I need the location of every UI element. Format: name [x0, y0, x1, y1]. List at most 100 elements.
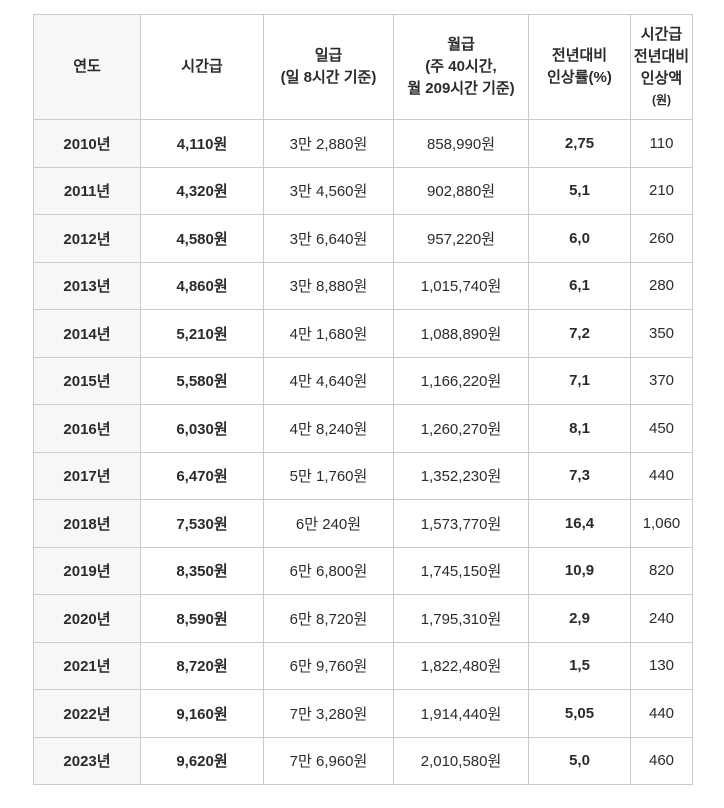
cell-increase-amount: 280 — [630, 261, 693, 310]
cell-hourly-wage: 6,030원 — [140, 404, 264, 453]
header-line: 일급 — [314, 47, 343, 64]
cell-daily-wage: 3만 4,560원 — [263, 166, 394, 215]
cell-daily-wage: 6만 6,800원 — [263, 546, 394, 595]
header-row: 연도 시간급 일급 (일 8시간 기준) 월급 (주 40시간, 월 209시간… — [33, 14, 693, 120]
cell-increase-rate: 1,5 — [528, 641, 631, 690]
cell-hourly-wage: 4,320원 — [140, 166, 264, 215]
cell-monthly-wage: 1,795,310원 — [393, 594, 529, 643]
cell-monthly-wage: 1,573,770원 — [393, 499, 529, 548]
cell-hourly-wage: 8,720원 — [140, 641, 264, 690]
cell-increase-rate: 16,4 — [528, 499, 631, 548]
cell-hourly-wage: 6,470원 — [140, 451, 264, 500]
cell-hourly-wage: 8,590원 — [140, 594, 264, 643]
cell-year: 2012년 — [33, 214, 141, 263]
cell-year: 2017년 — [33, 451, 141, 500]
table-row: 2021년 8,720원 6만 9,760원 1,822,480원 1,5 130 — [33, 641, 693, 690]
header-line: 연도 — [73, 58, 101, 75]
cell-increase-rate: 5,05 — [528, 689, 631, 738]
cell-monthly-wage: 957,220원 — [393, 214, 529, 263]
cell-hourly-wage: 5,210원 — [140, 309, 264, 358]
cell-increase-rate: 2,9 — [528, 594, 631, 643]
cell-year: 2021년 — [33, 641, 141, 690]
cell-increase-amount: 460 — [630, 736, 693, 785]
cell-daily-wage: 3만 6,640원 — [263, 214, 394, 263]
cell-increase-amount: 260 — [630, 214, 693, 263]
cell-hourly-wage: 8,350원 — [140, 546, 264, 595]
header-line: 전년대비 — [551, 47, 608, 64]
header-monthly-wage: 월급 (주 40시간, 월 209시간 기준) — [393, 14, 529, 120]
header-line: 인상률(%) — [547, 69, 612, 86]
cell-increase-amount: 820 — [630, 546, 693, 595]
cell-year: 2011년 — [33, 166, 141, 215]
cell-daily-wage: 6만 240원 — [263, 499, 394, 548]
header-line: (주 40시간, — [425, 58, 497, 75]
cell-increase-rate: 10,9 — [528, 546, 631, 595]
cell-monthly-wage: 1,260,270원 — [393, 404, 529, 453]
cell-daily-wage: 4만 1,680원 — [263, 309, 394, 358]
table-row: 2022년 9,160원 7만 3,280원 1,914,440원 5,05 440 — [33, 689, 693, 738]
table-row: 2012년 4,580원 3만 6,640원 957,220원 6,0 260 — [33, 214, 693, 263]
header-line: 인상액 — [640, 70, 683, 87]
header-increase-amount: 시간급 전년대비 인상액 (원) — [630, 14, 693, 120]
cell-monthly-wage: 1,745,150원 — [393, 546, 529, 595]
cell-hourly-wage: 4,110원 — [140, 119, 264, 168]
cell-hourly-wage: 4,860원 — [140, 261, 264, 310]
cell-daily-wage: 7만 6,960원 — [263, 736, 394, 785]
cell-daily-wage: 5만 1,760원 — [263, 451, 394, 500]
cell-increase-amount: 240 — [630, 594, 693, 643]
cell-year: 2020년 — [33, 594, 141, 643]
cell-year: 2019년 — [33, 546, 141, 595]
header-year: 연도 — [33, 14, 141, 120]
cell-daily-wage: 3만 8,880원 — [263, 261, 394, 310]
cell-increase-amount: 210 — [630, 166, 693, 215]
header-daily-wage: 일급 (일 8시간 기준) — [263, 14, 394, 120]
cell-monthly-wage: 858,990원 — [393, 119, 529, 168]
cell-increase-amount: 110 — [630, 119, 693, 168]
header-line: 월 209시간 기준) — [407, 80, 515, 97]
cell-year: 2010년 — [33, 119, 141, 168]
cell-year: 2013년 — [33, 261, 141, 310]
table-body: 2010년 4,110원 3만 2,880원 858,990원 2,75 110 2011년… — [33, 119, 693, 785]
cell-increase-amount: 1,060 — [630, 499, 693, 548]
header-line: (원) — [651, 93, 672, 107]
cell-year: 2023년 — [33, 736, 141, 785]
header-line: 시간급 — [181, 58, 223, 75]
cell-increase-amount: 130 — [630, 641, 693, 690]
header-line: (일 8시간 기준) — [280, 69, 377, 86]
cell-year: 2014년 — [33, 309, 141, 358]
cell-daily-wage: 7만 3,280원 — [263, 689, 394, 738]
cell-monthly-wage: 902,880원 — [393, 166, 529, 215]
cell-hourly-wage: 9,620원 — [140, 736, 264, 785]
cell-increase-amount: 370 — [630, 356, 693, 405]
cell-increase-rate: 7,1 — [528, 356, 631, 405]
header-hourly-wage: 시간급 — [140, 14, 264, 120]
cell-increase-rate: 5,0 — [528, 736, 631, 785]
cell-monthly-wage: 1,352,230원 — [393, 451, 529, 500]
table-header: 연도 시간급 일급 (일 8시간 기준) 월급 (주 40시간, 월 209시간… — [33, 14, 693, 120]
cell-monthly-wage: 1,822,480원 — [393, 641, 529, 690]
header-line: 전년대비 — [633, 48, 690, 65]
header-line: 시간급 — [640, 26, 683, 43]
header-increase-rate: 전년대비 인상률(%) — [528, 14, 631, 120]
cell-monthly-wage: 1,015,740원 — [393, 261, 529, 310]
cell-daily-wage: 6만 8,720원 — [263, 594, 394, 643]
cell-increase-amount: 440 — [630, 689, 693, 738]
cell-daily-wage: 4만 4,640원 — [263, 356, 394, 405]
cell-increase-rate: 6,1 — [528, 261, 631, 310]
table-row: 2017년 6,470원 5만 1,760원 1,352,230원 7,3 440 — [33, 451, 693, 500]
cell-monthly-wage: 1,166,220원 — [393, 356, 529, 405]
cell-daily-wage: 6만 9,760원 — [263, 641, 394, 690]
cell-hourly-wage: 9,160원 — [140, 689, 264, 738]
cell-increase-rate: 7,3 — [528, 451, 631, 500]
cell-increase-rate: 2,75 — [528, 119, 631, 168]
cell-year: 2022년 — [33, 689, 141, 738]
table-row: 2015년 5,580원 4만 4,640원 1,166,220원 7,1 370 — [33, 356, 693, 405]
minimum-wage-table: 연도 시간급 일급 (일 8시간 기준) 월급 (주 40시간, 월 209시간… — [33, 14, 693, 785]
table-row: 2013년 4,860원 3만 8,880원 1,015,740원 6,1 280 — [33, 261, 693, 310]
table-row: 2023년 9,620원 7만 6,960원 2,010,580원 5,0 460 — [33, 736, 693, 785]
cell-monthly-wage: 1,914,440원 — [393, 689, 529, 738]
table-row: 2014년 5,210원 4만 1,680원 1,088,890원 7,2 350 — [33, 309, 693, 358]
cell-increase-rate: 5,1 — [528, 166, 631, 215]
cell-increase-rate: 7,2 — [528, 309, 631, 358]
